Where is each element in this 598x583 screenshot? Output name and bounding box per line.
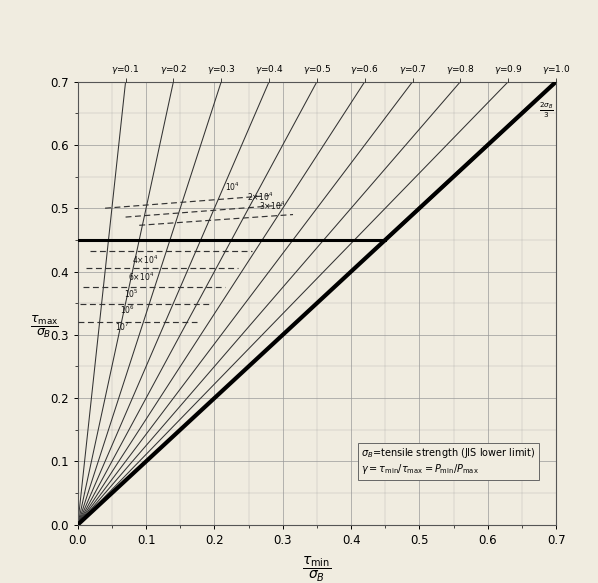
Text: $10^7$: $10^7$ [115,321,130,333]
Text: $10^4$: $10^4$ [225,181,240,193]
Text: $\dfrac{\tau_{\max}}{\sigma_B}$: $\dfrac{\tau_{\max}}{\sigma_B}$ [30,314,59,339]
Text: $\frac{2\sigma_B}{3}$: $\frac{2\sigma_B}{3}$ [539,100,554,120]
Text: $3{\times}10^4$: $3{\times}10^4$ [259,199,285,212]
Text: $10^5$: $10^5$ [124,287,139,300]
Text: $2{\times}10^4$: $2{\times}10^4$ [247,190,273,202]
Text: $\sigma_B$=tensile strength (JIS lower limit)
$\gamma=\tau_{\min}/\tau_{\max}=P_: $\sigma_B$=tensile strength (JIS lower l… [361,447,536,476]
X-axis label: $\dfrac{\tau_{\min}}{\sigma_B}$: $\dfrac{\tau_{\min}}{\sigma_B}$ [303,555,331,583]
Text: $6{\times}10^4$: $6{\times}10^4$ [129,271,154,283]
Text: $4{\times}10^4$: $4{\times}10^4$ [132,254,158,266]
Text: $10^6$: $10^6$ [120,303,135,316]
